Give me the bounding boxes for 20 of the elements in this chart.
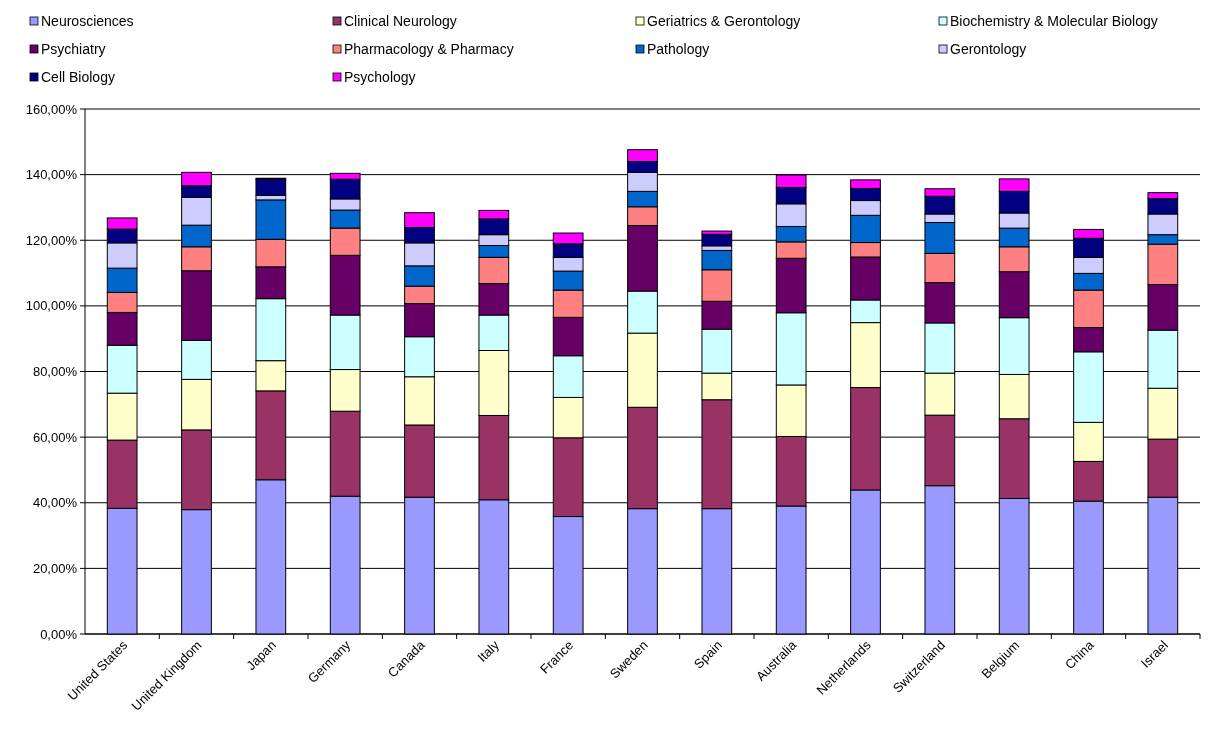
y-tick-label: 140,00%	[25, 167, 78, 183]
y-tick-label: 0,00%	[40, 626, 78, 642]
legend-label: Neurosciences	[41, 13, 134, 29]
legend-label: Biochemistry & Molecular Biology	[950, 13, 1158, 29]
legend-label: Cell Biology	[41, 69, 115, 85]
legend-label: Gerontology	[950, 41, 1027, 57]
x-tick-label: Italy	[474, 637, 503, 665]
legend-label: Pathology	[647, 41, 710, 57]
legend-label: Psychiatry	[41, 41, 106, 57]
y-tick-label: 120,00%	[25, 232, 78, 248]
y-tick-label: 60,00%	[32, 429, 78, 445]
y-tick-label: 40,00%	[32, 495, 78, 511]
y-tick-label: 100,00%	[25, 298, 78, 314]
legend-label: Psychology	[344, 69, 416, 85]
y-tick-label: 160,00%	[25, 101, 78, 117]
legend-label: Geriatrics & Gerontology	[647, 13, 801, 29]
y-tick-label: 20,00%	[32, 560, 78, 576]
y-tick-label: 80,00%	[32, 364, 78, 380]
legend-label: Clinical Neurology	[344, 13, 457, 29]
legend-label: Pharmacology & Pharmacy	[344, 41, 514, 57]
